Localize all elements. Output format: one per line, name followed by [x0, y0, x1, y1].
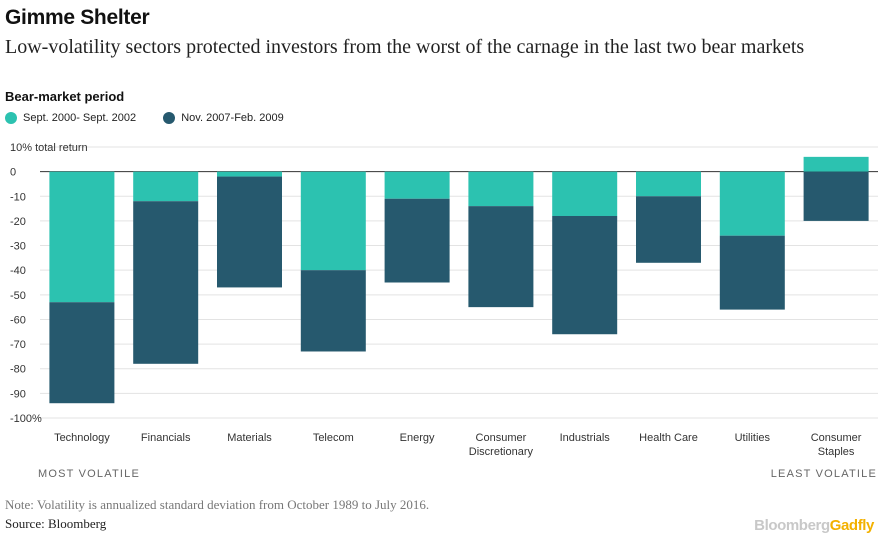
bar-2000-2002	[217, 171, 282, 177]
y-tick-label: -70	[10, 339, 26, 351]
y-tick-label: -20	[10, 216, 26, 228]
y-tick-label: -40	[10, 265, 26, 277]
x-category-label: Industrials	[560, 432, 611, 444]
bar-2007-2009	[468, 206, 534, 308]
bar-2000-2002	[636, 171, 701, 197]
bar-2000-2002	[300, 171, 366, 271]
least-volatile-label: LEAST VOLATILE	[770, 468, 877, 480]
bar-2007-2009	[133, 201, 199, 364]
bloomberg-gadfly-logo: BloombergGadfly	[754, 517, 874, 534]
y-tick-label: 10% total return	[10, 142, 88, 154]
brand-part-bloomberg: Bloomberg	[754, 517, 830, 534]
x-category-label: Energy	[400, 432, 435, 444]
bar-2000-2002	[49, 171, 115, 303]
chart-note: Note: Volatility is annualized standard …	[5, 497, 430, 512]
x-category-label: Health Care	[639, 432, 698, 444]
y-tick-label: 0	[10, 167, 16, 179]
y-tick-label: -90	[10, 388, 26, 400]
chart-subtitle: Low-volatility sectors protected investo…	[5, 36, 805, 58]
chart-source: Source: Bloomberg	[5, 516, 107, 531]
y-tick-label: -10	[10, 191, 26, 203]
legend-swatch-2000-2002	[5, 112, 17, 124]
x-category-label: Utilities	[735, 432, 771, 444]
legend-item-2007-2009: Nov. 2007-Feb. 2009	[163, 112, 284, 124]
bar-2000-2002	[803, 156, 869, 172]
chart-title: Gimme Shelter	[5, 6, 150, 29]
bar-2000-2002	[552, 171, 618, 216]
bar-2007-2009	[300, 270, 366, 352]
bar-2000-2002	[468, 171, 534, 207]
bar-2007-2009	[636, 196, 701, 263]
x-category-label: Technology	[54, 432, 110, 444]
legend-label-2007-2009: Nov. 2007-Feb. 2009	[181, 112, 284, 124]
bar-2000-2002	[384, 171, 450, 199]
bar-2007-2009	[552, 215, 618, 335]
bar-2007-2009	[217, 176, 282, 288]
y-tick-label: -30	[10, 241, 26, 253]
x-category-label: Consumer	[476, 432, 527, 444]
bar-2000-2002	[719, 171, 785, 236]
legend-item-2000-2002: Sept. 2000- Sept. 2002	[5, 112, 136, 124]
bar-2000-2002	[133, 171, 199, 202]
y-tick-label: -100%	[10, 413, 42, 425]
x-category-label: Financials	[141, 432, 191, 444]
legend: Sept. 2000- Sept. 2002 Nov. 2007-Feb. 20…	[5, 112, 308, 127]
legend-label-2000-2002: Sept. 2000- Sept. 2002	[23, 112, 137, 124]
x-category-label: Consumer	[811, 432, 862, 444]
most-volatile-label: MOST VOLATILE	[38, 468, 140, 480]
y-tick-label: -60	[10, 314, 26, 326]
y-tick-label: -50	[10, 290, 26, 302]
bar-2007-2009	[384, 198, 450, 283]
brand-part-gadfly: Gadfly	[829, 517, 875, 534]
y-tick-label: -80	[10, 364, 26, 376]
bar-2007-2009	[719, 235, 785, 310]
x-category-label: Staples	[818, 446, 855, 458]
bar-chart: 10% total return 0 -10 -20 -30 -40 -50 -60 -70 -8…	[10, 142, 878, 458]
bar-2007-2009	[803, 171, 869, 221]
bar-2007-2009	[49, 302, 115, 404]
legend-swatch-2007-2009	[163, 112, 176, 124]
legend-title: Bear-market period	[5, 89, 125, 104]
x-category-label: Discretionary	[469, 446, 534, 458]
x-category-label: Telecom	[313, 432, 354, 444]
x-category-label: Materials	[227, 432, 272, 444]
